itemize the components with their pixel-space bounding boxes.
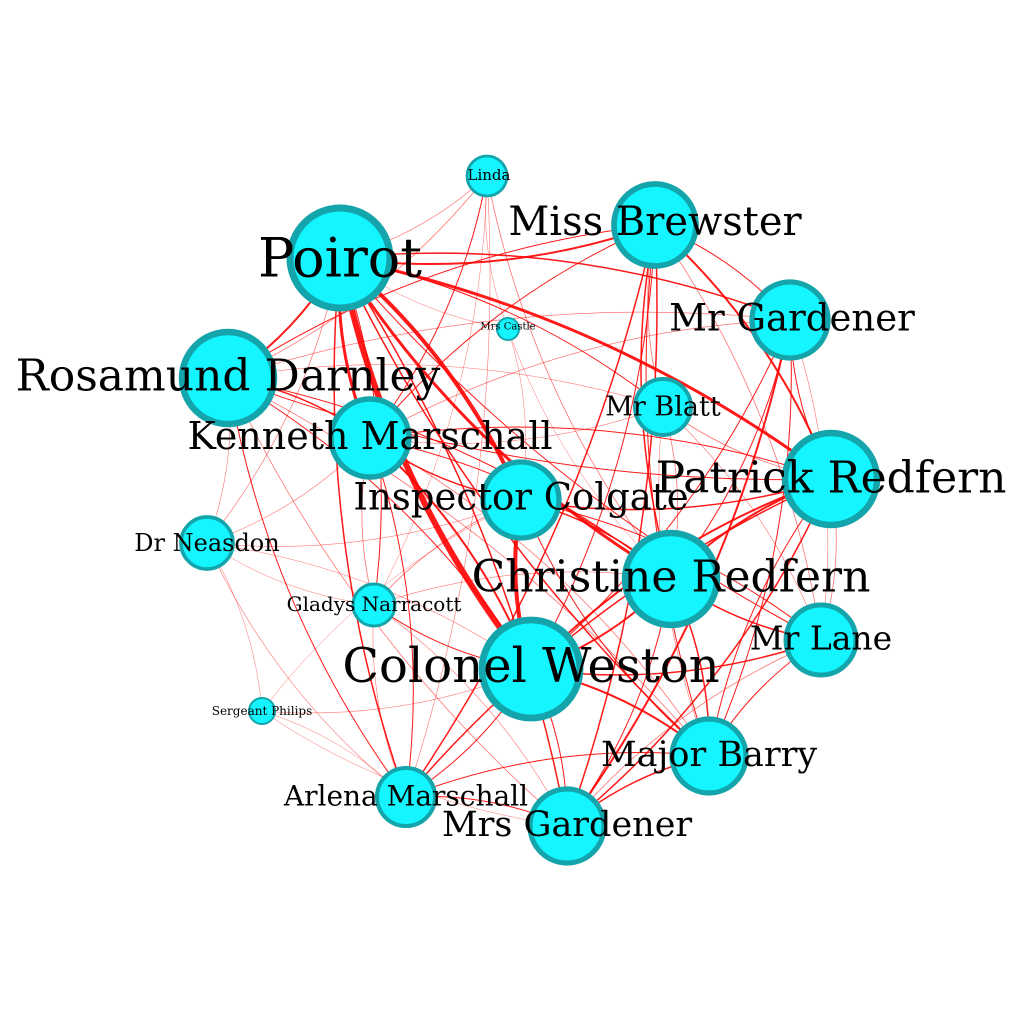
node-layer <box>178 154 881 866</box>
node-label-kenneth-marschall: Kenneth Marschall <box>187 414 552 458</box>
edge-major-barry-arlena-marschall <box>405 752 710 798</box>
node-label-arlena-marschall: Arlena Marschall <box>283 780 528 813</box>
edge-linda-gladys-narracott <box>373 175 488 606</box>
node-patrick-redfern[interactable] <box>781 429 881 529</box>
edge-poirot-mr-gardener <box>339 252 791 321</box>
edge-inspector-colgate-major-barry <box>520 499 710 757</box>
node-label-mrs-castle: Mrs Castle <box>480 322 535 333</box>
node-label-colonel-weston: Colonel Weston <box>342 638 719 694</box>
node-label-mr-gardener: Mr Gardener <box>669 297 915 340</box>
edge-miss-brewster-kenneth-marschall <box>369 224 656 439</box>
edge-miss-brewster-mr-lane <box>654 224 822 641</box>
edge-rosamund-darnley-arlena-marschall <box>227 377 407 798</box>
edge-poirot-colonel-weston <box>337 255 534 672</box>
node-mr-lane[interactable] <box>783 602 859 678</box>
edge-christine-redfern-linda <box>486 175 672 580</box>
node-kenneth-marschall[interactable] <box>328 396 412 480</box>
node-miss-brewster[interactable] <box>611 181 699 269</box>
edge-miss-brewster-rosamund-darnley <box>227 224 656 379</box>
edge-patrick-redfern-arlena-marschall <box>405 478 832 798</box>
edge-mr-gardener-major-barry <box>708 319 792 757</box>
edge-patrick-redfern-mrs-gardener <box>566 478 832 827</box>
node-label-mr-lane: Mr Lane <box>750 619 892 658</box>
node-inspector-colgate[interactable] <box>480 459 562 541</box>
node-poirot[interactable] <box>286 204 394 312</box>
edge-poirot-patrick-redfern <box>338 256 833 481</box>
node-mrs-castle[interactable] <box>496 317 520 341</box>
edge-poirot-christine-redfern <box>338 256 673 581</box>
node-christine-redfern[interactable] <box>621 529 721 629</box>
node-label-dr-neasdon: Dr Neasdon <box>134 529 279 557</box>
edge-miss-brewster-major-barry <box>645 224 710 757</box>
node-mrs-gardener[interactable] <box>527 786 607 866</box>
node-mr-gardener[interactable] <box>749 279 831 361</box>
node-label-gladys-narracott: Gladys Narracott <box>287 592 462 616</box>
edge-colonel-weston-miss-brewster <box>530 224 656 670</box>
node-mr-blatt[interactable] <box>633 377 693 437</box>
edge-colonel-weston-rosamund-darnley <box>227 377 532 670</box>
node-label-patrick-redfern: Patrick Redfern <box>656 453 1007 504</box>
node-gladys-narracott[interactable] <box>351 582 397 628</box>
edge-patrick-redfern-rosamund-darnley <box>227 377 832 481</box>
node-linda[interactable] <box>465 154 509 198</box>
node-arlena-marschall[interactable] <box>374 765 438 829</box>
node-sergeant-philips[interactable] <box>248 697 276 725</box>
edge-colonel-weston-mr-gardener <box>530 319 791 670</box>
node-dr-neasdon[interactable] <box>179 515 235 571</box>
edge-poirot-mrs-gardener <box>339 257 568 827</box>
node-label-mrs-gardener: Mrs Gardener <box>442 805 693 845</box>
edge-mrs-gardener-mr-lane <box>566 639 822 827</box>
label-layer: Poirot Miss Brewster Linda Mr Gardener Mrs C… <box>16 166 1007 845</box>
edge-kenneth-marschall-arlena-marschall <box>369 437 414 798</box>
node-label-sergeant-philips: Sergeant Philips <box>212 704 313 718</box>
node-label-inspector-colgate: Inspector Colgate <box>353 476 688 519</box>
edge-mr-gardener-kenneth-marschall <box>369 319 791 439</box>
edge-dr-neasdon-arlena-marschall <box>206 542 407 798</box>
edge-rosamund-darnley-mr-blatt <box>227 364 664 408</box>
node-label-christine-redfern: Christine Redfern <box>472 552 871 603</box>
node-rosamund-darnley[interactable] <box>178 328 278 428</box>
edge-patrick-redfern-kenneth-marschall <box>369 426 832 480</box>
node-label-mr-blatt: Mr Blatt <box>605 392 721 423</box>
edge-miss-brewster-arlena-marschall <box>405 224 656 798</box>
node-major-barry[interactable] <box>669 716 749 796</box>
node-label-major-barry: Major Barry <box>601 735 818 775</box>
node-colonel-weston[interactable] <box>478 616 584 722</box>
node-label-miss-brewster: Miss Brewster <box>508 199 802 245</box>
node-label-linda: Linda <box>468 166 511 184</box>
edge-miss-brewster-mrs-gardener <box>566 224 658 827</box>
node-label-poirot: Poirot <box>258 227 422 290</box>
edge-inspector-colgate-dr-neasdon <box>206 499 522 547</box>
edge-rosamund-darnley-major-barry <box>227 377 710 757</box>
edge-poirot-mr-lane <box>339 257 822 641</box>
node-label-rosamund-darnley: Rosamund Darnley <box>16 351 441 402</box>
edge-kenneth-marschall-major-barry <box>369 437 710 757</box>
